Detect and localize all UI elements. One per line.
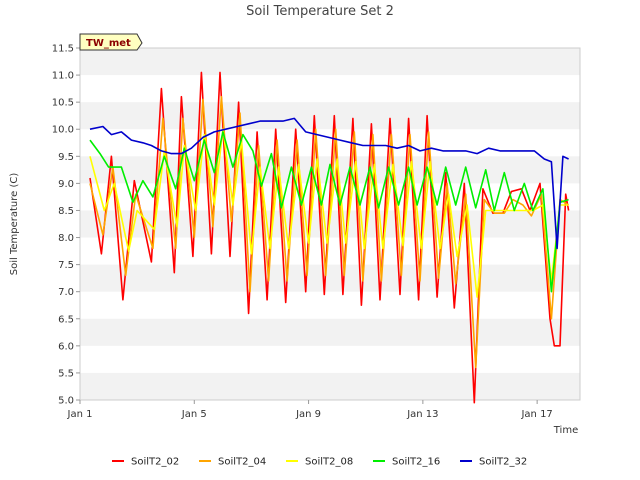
grid-band bbox=[80, 264, 580, 292]
station-badge-shape bbox=[79, 33, 143, 51]
grid-band bbox=[80, 318, 580, 346]
series-line-soilt2-16 bbox=[89, 131, 569, 293]
y-tick-label: 8.0 bbox=[58, 233, 74, 244]
y-tick-label: 9.0 bbox=[58, 179, 74, 190]
plot-area bbox=[79, 47, 581, 401]
station-label: TW_met bbox=[86, 38, 131, 49]
grid-band bbox=[80, 102, 580, 130]
y-axis-label: Soil Temperature (C) bbox=[9, 173, 20, 276]
x-axis-label: Time bbox=[553, 425, 578, 436]
y-tick-label: 8.5 bbox=[58, 206, 74, 217]
legend-label: SoilT2_04 bbox=[218, 457, 266, 468]
x-tick-label: Jan 13 bbox=[406, 409, 438, 420]
legend-label: SoilT2_08 bbox=[305, 457, 353, 468]
legend-label: SoilT2_16 bbox=[392, 457, 440, 468]
y-tick-label: 10.5 bbox=[52, 98, 74, 109]
legend: SoilT2_02 SoilT2_04 SoilT2_08 SoilT2_16 Soil… bbox=[112, 457, 527, 468]
y-tick-label: 11.0 bbox=[52, 71, 74, 82]
y-tick-label: 6.5 bbox=[58, 314, 74, 325]
y-tick-label: 5.0 bbox=[58, 396, 74, 407]
y-tick-label: 9.5 bbox=[58, 152, 74, 163]
station-badge: TW_met bbox=[79, 33, 143, 51]
series-layer bbox=[89, 71, 570, 404]
x-tick-label: Jan 5 bbox=[181, 409, 207, 420]
grid-band bbox=[80, 48, 580, 76]
legend-label: SoilT2_02 bbox=[131, 457, 179, 468]
x-tick-label: Jan 9 bbox=[295, 409, 321, 420]
grid-band bbox=[80, 372, 580, 400]
y-tick-label: 7.0 bbox=[58, 287, 74, 298]
chart-title: Soil Temperature Set 2 bbox=[246, 4, 394, 19]
x-tick-label: Jan 17 bbox=[520, 409, 552, 420]
y-tick-label: 7.5 bbox=[58, 260, 74, 271]
y-tick-label: 6.0 bbox=[58, 341, 74, 352]
series-line-soilt2-02 bbox=[89, 71, 570, 404]
x-tick-label: Jan 1 bbox=[67, 409, 93, 420]
x-axis-ticks: Jan 1 Jan 5 Jan 9 Jan 13 Jan 17 bbox=[67, 400, 553, 420]
series-line-soilt2-32 bbox=[89, 117, 569, 250]
legend-label: SoilT2_32 bbox=[479, 457, 527, 468]
y-tick-label: 11.5 bbox=[52, 44, 74, 55]
y-tick-label: 5.5 bbox=[58, 368, 74, 379]
y-axis-ticks: 5.0 5.5 6.0 6.5 7.0 7.5 8.0 8.5 9.0 9.5 10.0 10.5 11… bbox=[52, 44, 80, 407]
y-tick-label: 10.0 bbox=[52, 125, 74, 136]
